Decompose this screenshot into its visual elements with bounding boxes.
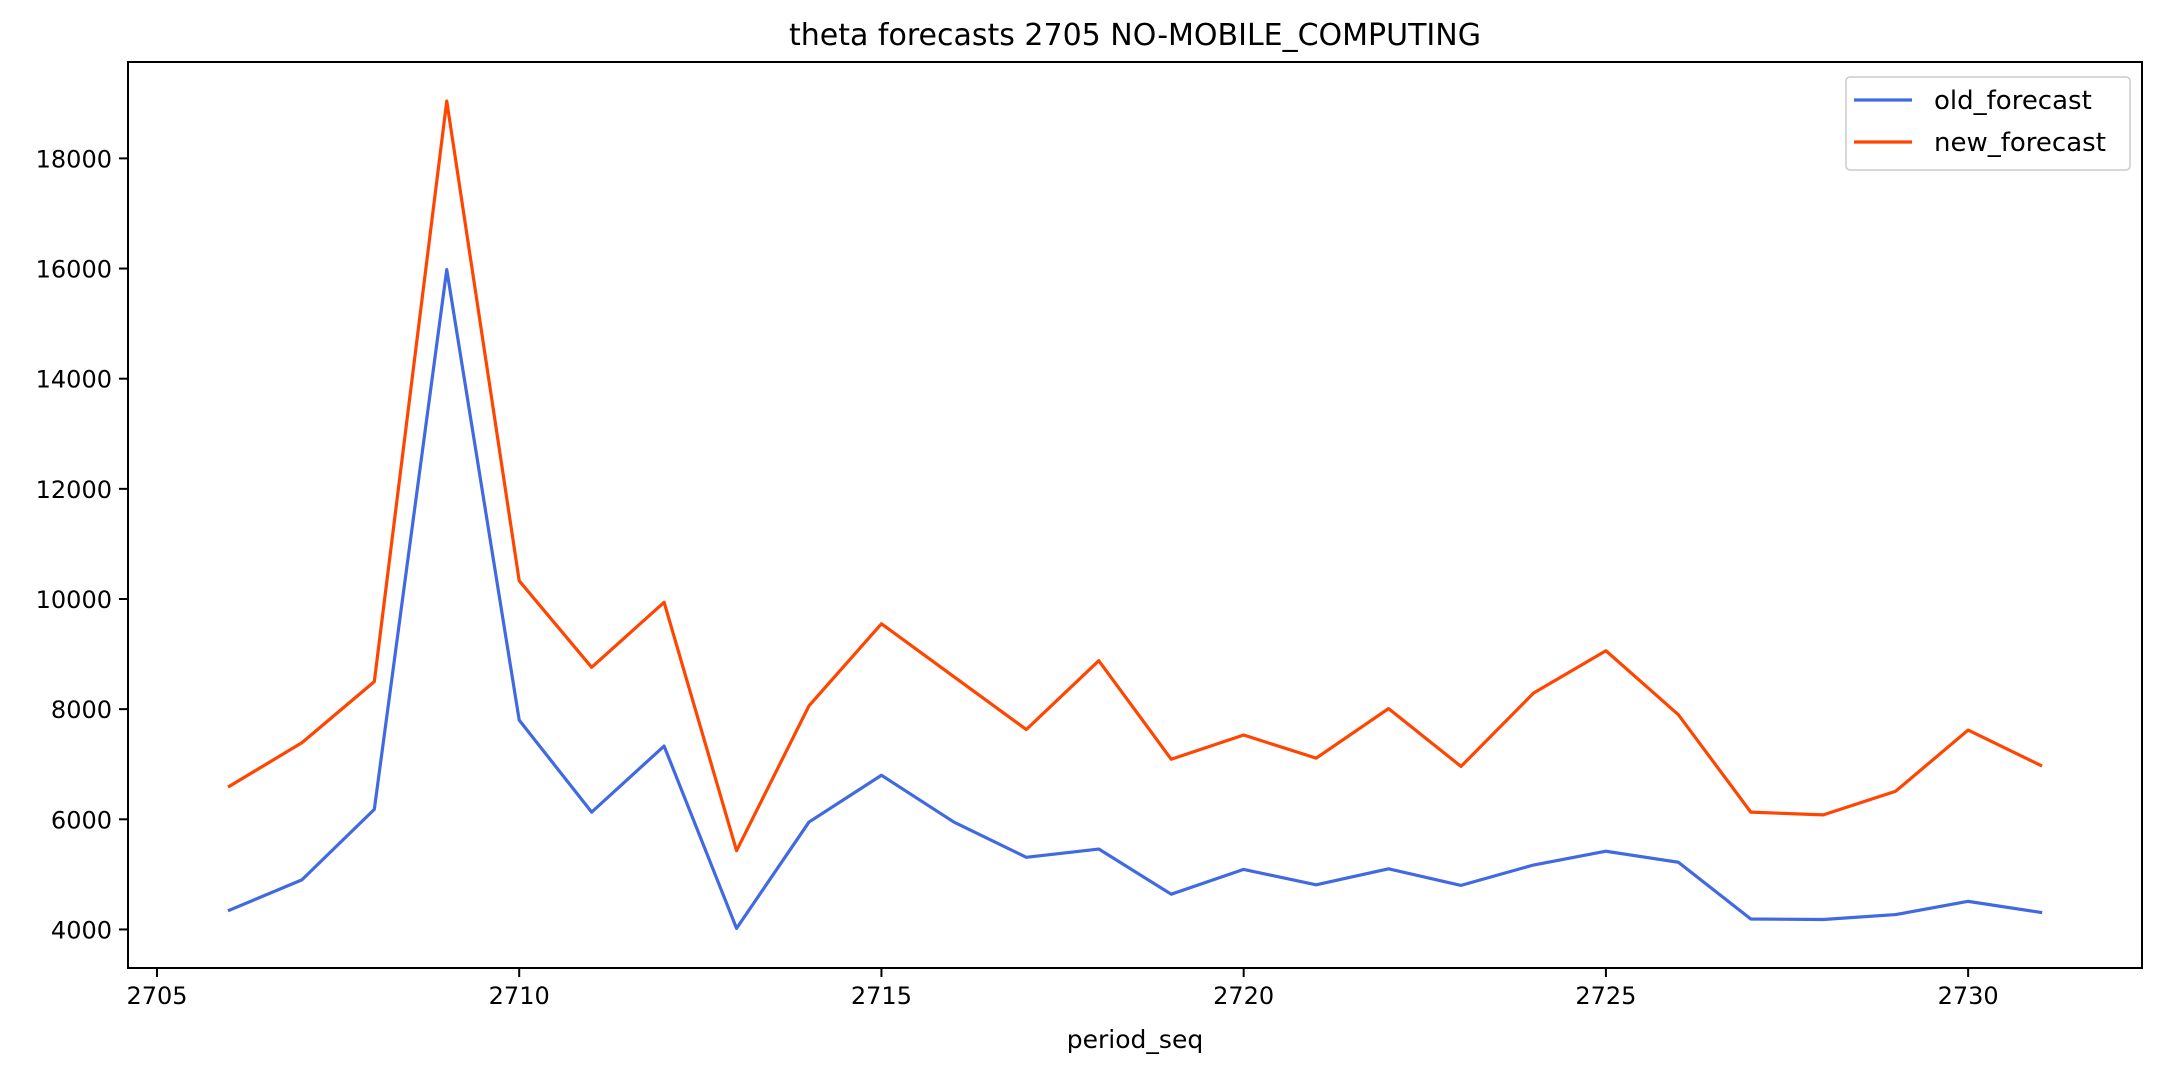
y-tick-label: 6000 bbox=[51, 806, 112, 834]
y-tick-label: 18000 bbox=[36, 145, 112, 173]
x-axis-label: period_seq bbox=[1067, 1025, 1203, 1054]
x-tick-label: 2730 bbox=[1938, 982, 1999, 1010]
legend-label-new-forecast: new_forecast bbox=[1934, 128, 2106, 158]
x-tick-label: 2725 bbox=[1575, 982, 1636, 1010]
x-tick-label: 2715 bbox=[851, 982, 912, 1010]
series-line-old-forecast bbox=[227, 268, 2043, 930]
x-axis: 2705 2710 2715 2720 2725 2730 bbox=[126, 968, 1999, 1010]
y-tick-label: 4000 bbox=[51, 916, 112, 944]
plot-frame bbox=[127, 61, 2143, 969]
legend-label-old-forecast: old_forecast bbox=[1934, 86, 2092, 116]
y-tick-label: 10000 bbox=[36, 586, 112, 614]
series-line-new-forecast bbox=[227, 99, 2043, 853]
y-tick-label: 8000 bbox=[51, 696, 112, 724]
x-tick-label: 2710 bbox=[489, 982, 550, 1010]
legend-box bbox=[1845, 76, 2131, 171]
y-tick-label: 12000 bbox=[36, 476, 112, 504]
legend: old_forecast new_forecast bbox=[1845, 76, 2131, 171]
chart-title: theta forecasts 2705 NO-MOBILE_COMPUTING bbox=[789, 18, 1481, 53]
y-tick-label: 14000 bbox=[36, 366, 112, 394]
x-tick-label: 2720 bbox=[1213, 982, 1274, 1010]
plot-area bbox=[227, 99, 2043, 930]
y-axis: 4000 6000 8000 10000 12000 14000 16000 18000 bbox=[36, 145, 128, 944]
y-tick-label: 16000 bbox=[36, 256, 112, 284]
x-tick-label: 2705 bbox=[126, 982, 187, 1010]
